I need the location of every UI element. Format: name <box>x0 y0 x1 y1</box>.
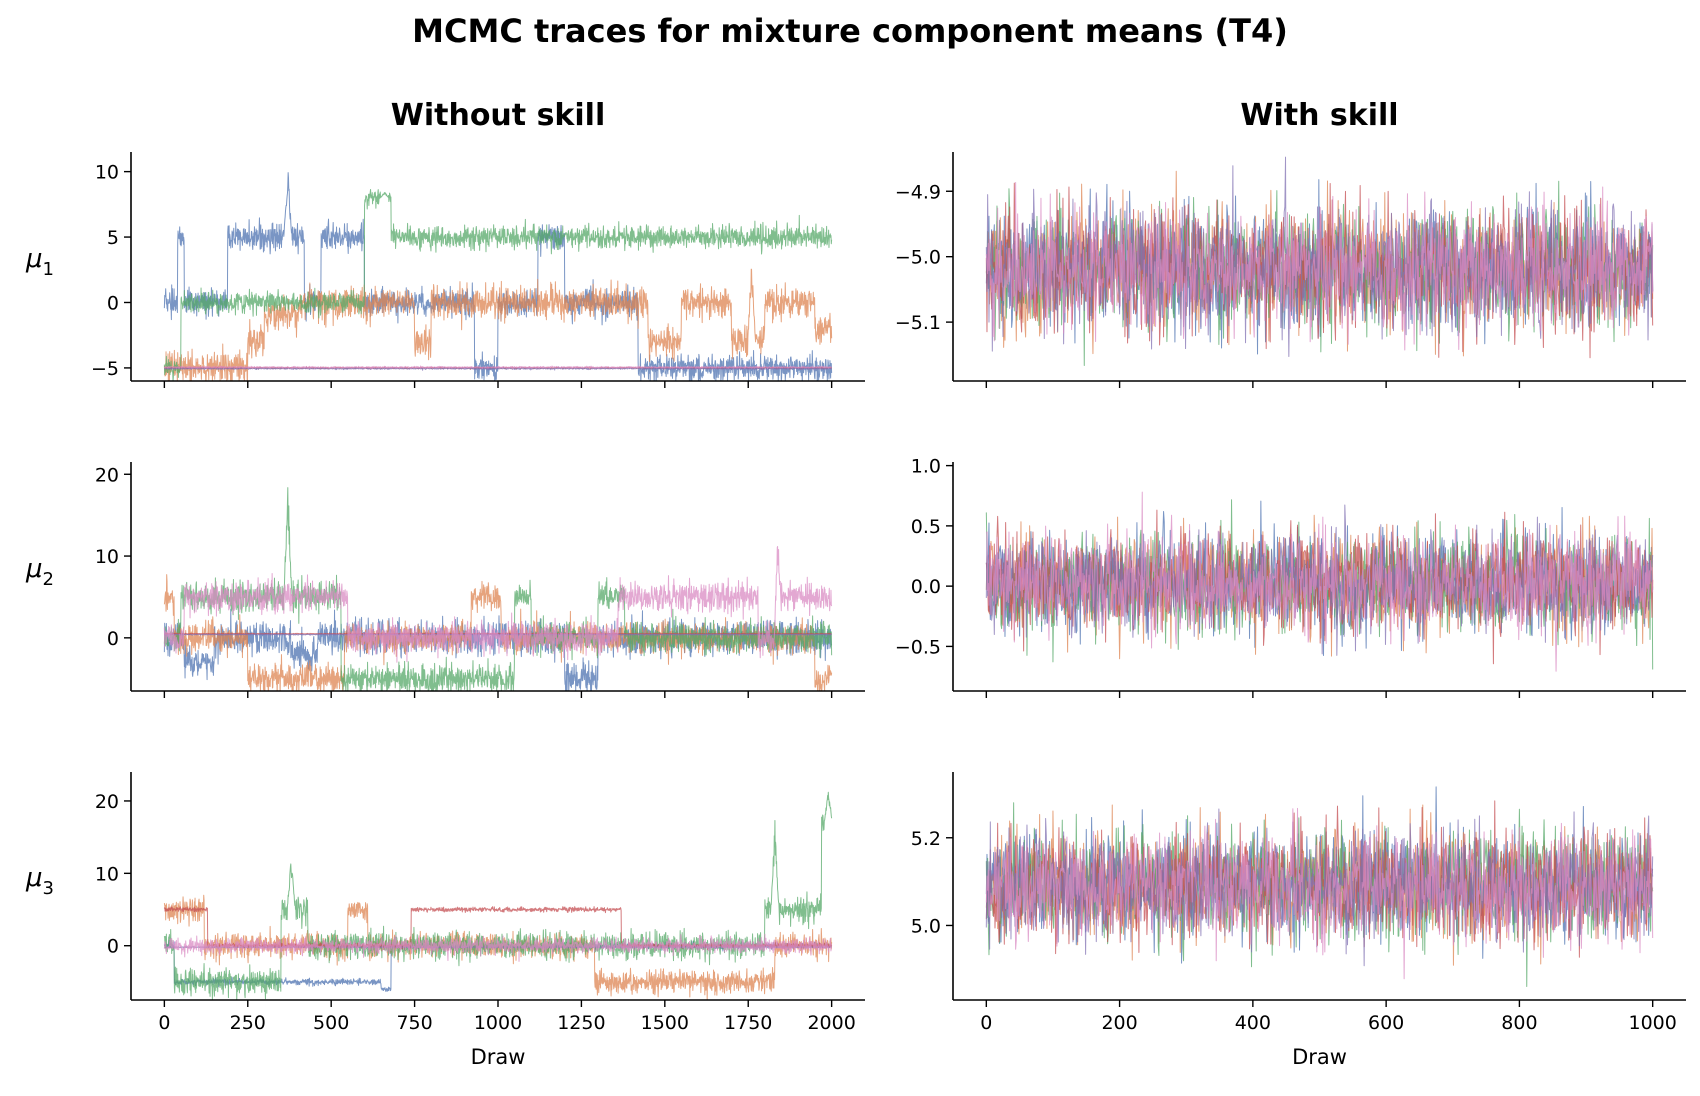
y-tick-label: 20 <box>95 464 119 486</box>
x-tick-label: 1250 <box>557 1012 605 1034</box>
trace-group <box>163 487 833 691</box>
trace-chain-3 <box>163 791 833 1000</box>
trace-chain-3 <box>163 188 833 381</box>
x-tick-label: 0 <box>158 1012 170 1034</box>
row-label-subscript: 3 <box>43 878 54 899</box>
y-tick-label: 10 <box>95 162 119 184</box>
panel-mu2-without-skill: 0 10 20 μ2 <box>25 462 865 698</box>
trace-chain-5 <box>985 156 1654 357</box>
x-tick-label: 400 <box>1235 1012 1271 1034</box>
row-label-μ3: μ3 <box>25 863 54 899</box>
trace-group <box>985 156 1654 366</box>
x-tick-label: 2000 <box>807 1012 855 1034</box>
x-tick-label: 1750 <box>724 1012 772 1034</box>
x-axis-label: Draw <box>1292 1045 1347 1069</box>
row-label-subscript: 1 <box>43 259 54 280</box>
trace-chain-6 <box>163 365 832 370</box>
y-tick-label: −5.1 <box>895 312 941 334</box>
y-tick-label: 5.2 <box>911 828 941 850</box>
trace-group <box>985 786 1654 987</box>
x-tick-label: 0 <box>980 1012 992 1034</box>
trace-chain-1 <box>163 172 833 381</box>
trace-chain-6 <box>985 181 1654 351</box>
y-tick-label: −5 <box>91 358 119 380</box>
x-tick-label: 800 <box>1501 1012 1537 1034</box>
x-tick-label: 600 <box>1368 1012 1404 1034</box>
y-tick-label: 5.0 <box>911 915 941 937</box>
trace-group <box>163 172 833 381</box>
y-tick-label: 0 <box>107 936 119 958</box>
y-tick-label: −5.0 <box>895 247 941 269</box>
figure-title: MCMC traces for mixture component means … <box>412 12 1288 50</box>
y-tick-label: 10 <box>95 863 119 885</box>
panel-mu3-with-skill: 5.0 5.2 0 200 400 600 800 1000 Draw <box>911 772 1686 1069</box>
panel-mu1-without-skill: −5 0 5 10 μ1 <box>25 152 865 388</box>
y-tick-label: 0 <box>107 628 119 650</box>
row-label-subscript: 2 <box>43 569 54 590</box>
x-tick-label: 1000 <box>474 1012 522 1034</box>
x-tick-label: 750 <box>396 1012 432 1034</box>
row-label-μ1: μ1 <box>25 244 54 280</box>
y-tick-label: −4.9 <box>895 181 941 203</box>
y-tick-label: 5 <box>107 227 119 249</box>
trace-chain-2 <box>163 574 833 691</box>
panel-mu1-with-skill: −5.1 −5.0 −4.9 <box>895 152 1686 388</box>
trace-chain-6 <box>163 546 833 663</box>
column-title-with-skill: With skill <box>1240 98 1399 133</box>
trace-chain-6 <box>163 933 833 962</box>
trace-chain-6 <box>985 491 1654 672</box>
panel-mu3-without-skill: 0 10 20 0 250 500 750 1000 1250 1500 1750 2000 Draw μ… <box>25 772 865 1069</box>
y-tick-label: −0.5 <box>895 636 941 658</box>
y-tick-label: 1.0 <box>911 456 941 478</box>
trace-chain-3 <box>163 487 833 691</box>
x-tick-label: 1000 <box>1629 1012 1677 1034</box>
x-tick-label: 200 <box>1101 1012 1137 1034</box>
x-tick-label: 500 <box>313 1012 349 1034</box>
trace-group <box>163 791 833 1000</box>
column-title-without-skill: Without skill <box>390 98 606 133</box>
trace-group <box>985 491 1654 672</box>
y-tick-label: 10 <box>95 546 119 568</box>
y-tick-label: 0.5 <box>911 516 941 538</box>
y-tick-label: 0 <box>107 292 119 314</box>
x-tick-label: 250 <box>230 1012 266 1034</box>
x-tick-label: 1500 <box>641 1012 689 1034</box>
y-tick-label: 20 <box>95 791 119 813</box>
row-label-μ2: μ2 <box>25 554 54 590</box>
x-axis-label: Draw <box>471 1045 526 1069</box>
trace-chain-2 <box>163 268 833 381</box>
trace-chain-6 <box>985 807 1654 980</box>
y-tick-label: 0.0 <box>911 576 941 598</box>
panel-mu2-with-skill: −0.5 0.0 0.5 1.0 <box>895 456 1686 698</box>
